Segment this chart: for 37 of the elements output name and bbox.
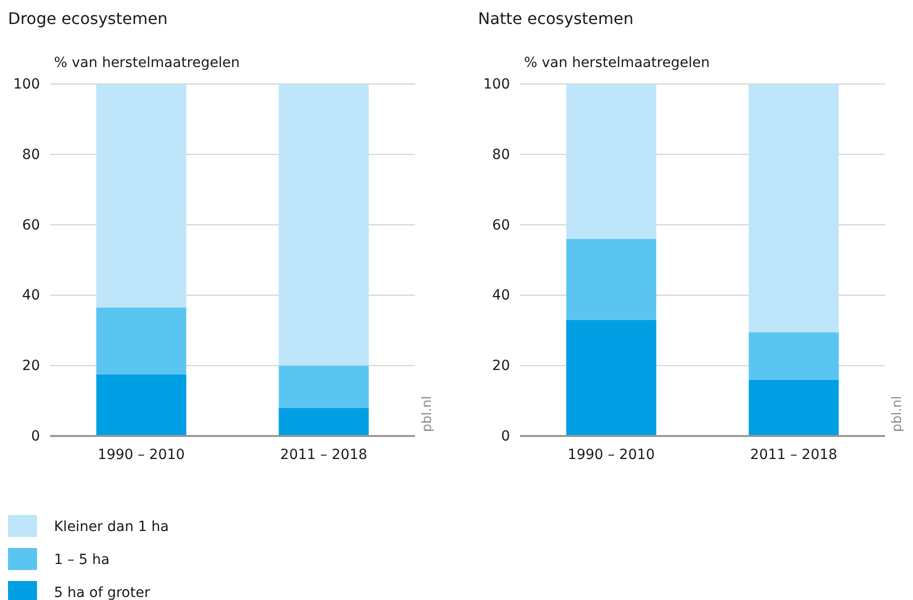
x-tick-label: 2011 – 2018 xyxy=(750,447,838,463)
y-tick-label: 0 xyxy=(501,428,510,444)
y-tick-label: 80 xyxy=(22,146,40,163)
bar xyxy=(278,366,369,408)
chart-title: Natte ecosystemen xyxy=(478,9,634,28)
bar xyxy=(96,308,186,374)
bar xyxy=(566,320,656,436)
bar xyxy=(566,238,656,320)
text: pbl.nl xyxy=(420,396,435,432)
y-axis-title: % van herstelmaatregelen xyxy=(54,55,240,71)
legend-label: 1 – 5 ha xyxy=(54,552,110,568)
y-tick-label: 80 xyxy=(492,146,510,163)
x-tick-label: 1990 – 2010 xyxy=(568,447,655,463)
y-tick-label: 100 xyxy=(13,76,40,92)
y-tick-label: 20 xyxy=(492,358,510,374)
bar xyxy=(96,84,186,308)
y-tick-label: 0 xyxy=(31,428,40,444)
bar xyxy=(278,408,369,436)
x-tick-label: 1990 – 2010 xyxy=(98,447,185,463)
y-tick-label: 60 xyxy=(22,217,40,234)
bar xyxy=(748,332,839,380)
y-tick-label: 100 xyxy=(483,76,510,92)
text: pbl.nl xyxy=(890,396,905,432)
legend-label: 5 ha of groter xyxy=(54,585,150,600)
x-tick-label: 2011 – 2018 xyxy=(280,447,368,463)
y-tick-label: 60 xyxy=(492,217,510,234)
chart-title: Droge ecosystemen xyxy=(8,9,168,28)
legend-label: Kleiner dan 1 ha xyxy=(54,519,169,535)
bar xyxy=(748,380,839,436)
bar xyxy=(278,84,369,366)
y-tick-label: 40 xyxy=(22,288,40,304)
y-tick-label: 40 xyxy=(492,288,510,304)
y-axis-title: % van herstelmaatregelen xyxy=(524,55,710,71)
bar xyxy=(96,374,186,436)
bar xyxy=(748,84,839,332)
bar xyxy=(566,84,656,239)
y-tick-label: 20 xyxy=(22,358,40,374)
